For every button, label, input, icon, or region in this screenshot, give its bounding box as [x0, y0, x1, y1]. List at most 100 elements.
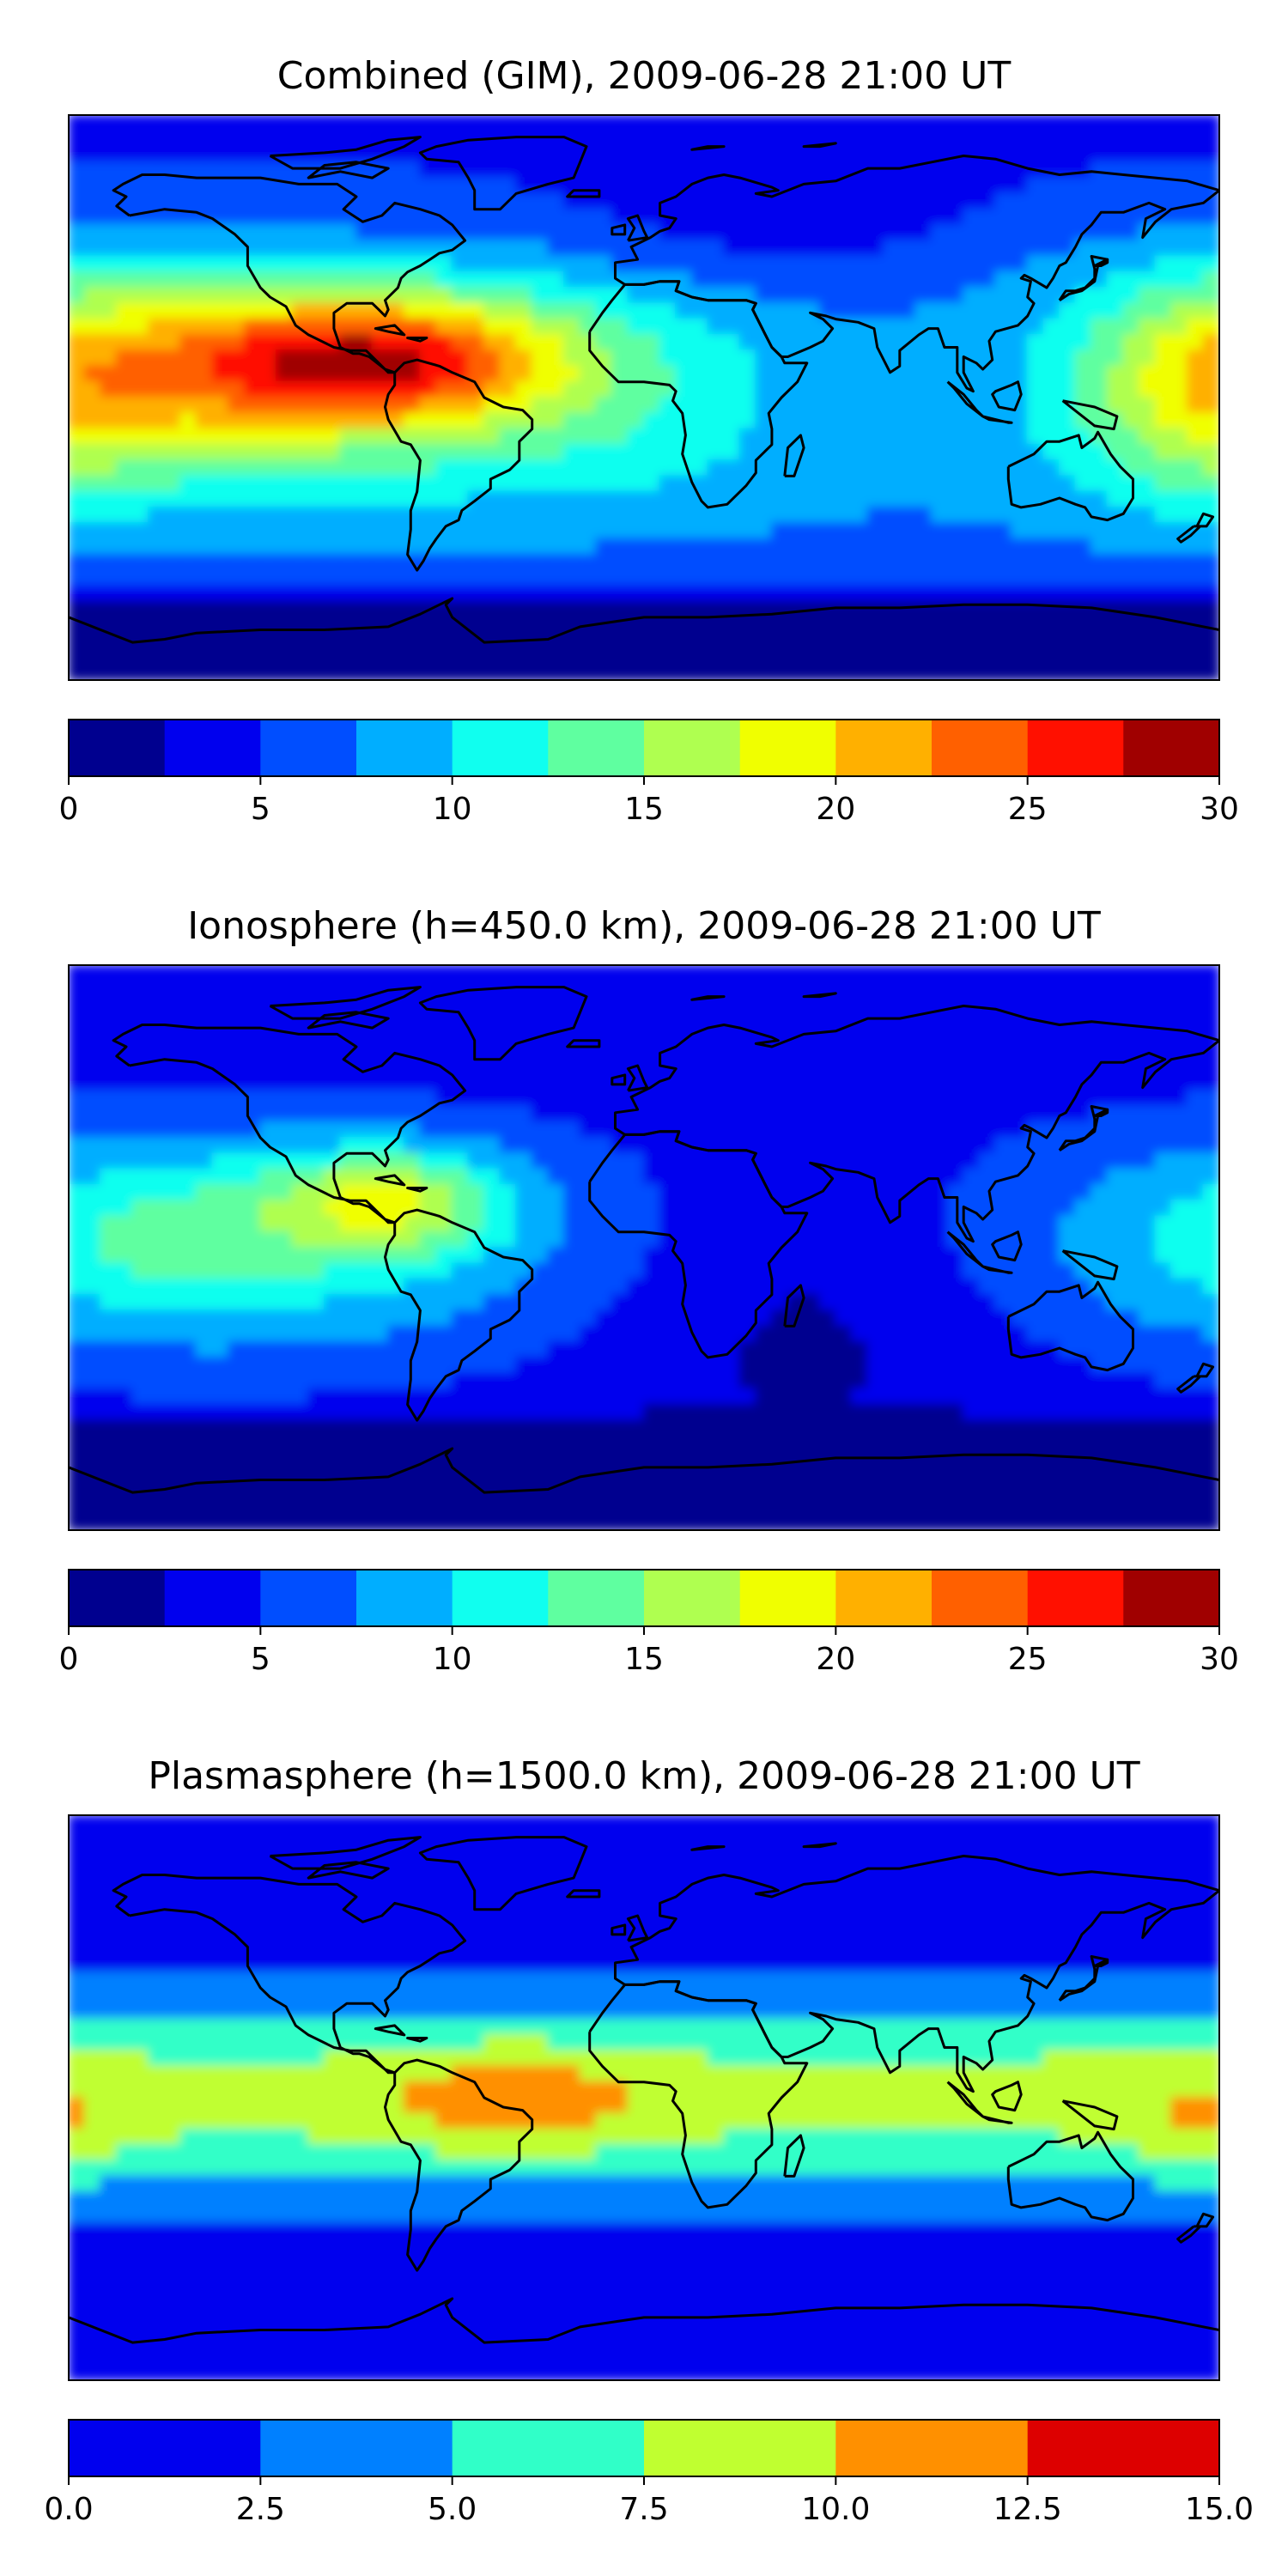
field-cell — [835, 1278, 853, 1296]
field-cell — [259, 443, 277, 462]
field-cell — [994, 1042, 1012, 1060]
field-cell — [963, 192, 981, 210]
field-cell — [850, 1450, 869, 1468]
field-cell — [803, 223, 821, 242]
field-cell — [69, 1230, 86, 1249]
field-cell — [451, 538, 470, 556]
field-cell — [818, 223, 837, 242]
field-cell — [100, 965, 118, 982]
field-cell — [467, 333, 485, 352]
field-cell — [1106, 1073, 1125, 1092]
field-cell — [898, 1230, 917, 1249]
field-cell — [275, 333, 294, 352]
field-cell — [243, 490, 262, 508]
field-cell — [1170, 1356, 1188, 1375]
field-cell — [898, 1356, 917, 1375]
field-cell — [1106, 632, 1125, 650]
field-cell — [611, 240, 629, 258]
field-cell — [243, 130, 262, 148]
field-cell — [1170, 1215, 1188, 1233]
field-cell — [994, 208, 1012, 226]
field-cell — [531, 995, 550, 1013]
field-cell — [195, 585, 214, 603]
field-cell — [659, 1388, 677, 1406]
field-cell — [659, 255, 677, 273]
field-cell — [1011, 302, 1029, 320]
field-cell — [387, 443, 405, 462]
field-cell — [355, 397, 374, 415]
field-cell — [83, 1262, 102, 1280]
field-cell — [946, 965, 965, 982]
field-cell — [323, 1200, 342, 1218]
field-cell — [275, 459, 294, 477]
field-cell — [611, 1183, 629, 1202]
field-cell — [179, 1309, 197, 1327]
field-cell — [387, 177, 405, 195]
field-cell — [451, 965, 470, 982]
field-cell — [275, 349, 294, 368]
field-cell — [499, 1435, 518, 1453]
field-cell — [818, 161, 837, 179]
field-cell — [1074, 1450, 1093, 1468]
field-cell — [419, 1090, 437, 1108]
field-cell — [1122, 318, 1140, 336]
field-cell — [435, 1388, 453, 1406]
coastline — [614, 155, 1219, 393]
field-cell — [275, 130, 294, 148]
field-cell — [850, 349, 869, 368]
field-cell — [323, 647, 342, 665]
field-cell — [723, 1466, 741, 1485]
field-cell — [1202, 1183, 1219, 1202]
field-cell — [1106, 585, 1125, 603]
field-cell — [83, 1247, 102, 1265]
field-cell — [515, 1262, 533, 1280]
field-cell — [131, 130, 149, 148]
field-cell — [339, 240, 357, 258]
field-cell — [707, 600, 725, 618]
field-cell — [419, 1247, 437, 1265]
field-cell — [723, 145, 741, 163]
field-cell — [1091, 1183, 1109, 1202]
field-cell — [1122, 1027, 1140, 1045]
field-cell — [403, 1466, 422, 1485]
field-cell — [627, 428, 645, 446]
field-cell — [435, 538, 453, 556]
field-cell — [1186, 1450, 1205, 1468]
coastline — [690, 142, 837, 151]
field-cell — [579, 1073, 598, 1092]
field-cell — [866, 522, 885, 540]
field-cell — [307, 270, 325, 289]
field-cell — [259, 397, 277, 415]
field-cell — [483, 270, 501, 289]
field-cell — [387, 1121, 405, 1139]
field-cell — [339, 1090, 357, 1108]
field-cell — [946, 1435, 965, 1453]
field-cell — [531, 318, 550, 336]
field-cell — [547, 1466, 565, 1485]
field-cell — [963, 1183, 981, 1202]
field-cell — [707, 1309, 725, 1327]
field-cell — [419, 1011, 437, 1030]
field-cell — [291, 1262, 310, 1280]
field-cell — [723, 1090, 741, 1108]
field-cell — [275, 318, 294, 336]
field-cell — [579, 553, 598, 572]
field-cell — [1138, 1325, 1157, 1343]
field-cell — [195, 287, 214, 305]
field-cell — [163, 965, 182, 982]
field-cell — [787, 1466, 805, 1485]
field-cell — [914, 1403, 933, 1422]
field-cell — [83, 632, 102, 650]
field-cell — [228, 1325, 246, 1343]
field-cell — [994, 1200, 1012, 1218]
field-cell — [1091, 980, 1109, 998]
field-cell — [659, 1340, 677, 1358]
field-cell — [1122, 1356, 1140, 1375]
field-cell — [467, 995, 485, 1013]
field-cell — [115, 475, 134, 493]
field-cell — [435, 380, 453, 398]
field-cell — [1154, 506, 1173, 525]
field-cell — [499, 965, 518, 982]
field-cell — [883, 115, 901, 132]
field-cell — [690, 569, 709, 587]
